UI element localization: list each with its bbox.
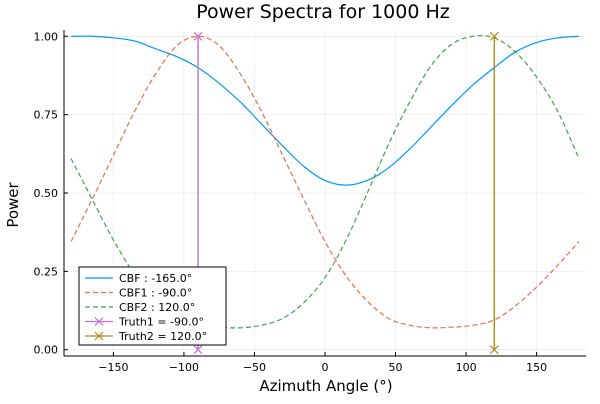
x-tick-label: 50 xyxy=(389,361,403,374)
tick-labels: −150 −100 −50 0 50 100 150 0.00 0.25 0.50 0.75 1.00 xyxy=(34,30,548,374)
truth-marker-1 xyxy=(193,345,203,355)
legend-label-3: CBF2 : 120.0° xyxy=(119,301,195,314)
legend-marker-4 xyxy=(94,317,104,326)
legend-label-1: CBF : -165.0° xyxy=(119,272,192,285)
x-tick-label: −100 xyxy=(169,361,199,374)
x-tick-label: 150 xyxy=(526,361,547,374)
y-tick-label: 0.75 xyxy=(34,109,59,122)
x-tick-label: 100 xyxy=(456,361,477,374)
y-tick-label: 1.00 xyxy=(34,30,59,43)
legend-label-2: CBF1 : -90.0° xyxy=(119,287,192,300)
legend-label-5: Truth2 = 120.0° xyxy=(118,330,207,343)
truth-marker-2 xyxy=(489,31,499,41)
y-tick-label: 0.25 xyxy=(34,265,59,278)
y-tick-label: 0.00 xyxy=(34,344,59,357)
axes xyxy=(63,30,586,357)
x-tick-label: −150 xyxy=(98,361,128,374)
legend-label-4: Truth1 = -90.0° xyxy=(118,316,204,329)
grid xyxy=(64,30,586,356)
chart-title: Power Spectra for 1000 Hz xyxy=(196,1,450,23)
truth-marker-2 xyxy=(489,345,499,355)
x-axis-title: Azimuth Angle (°) xyxy=(259,377,392,395)
legend-box xyxy=(78,266,227,346)
truth-marker-1 xyxy=(193,31,203,41)
x-tick-label: 0 xyxy=(322,361,329,374)
x-tick-label: −50 xyxy=(243,361,266,374)
y-tick-label: 0.50 xyxy=(34,187,59,200)
y-axis-title: Power xyxy=(4,181,22,227)
series-line-2 xyxy=(70,35,580,329)
legend-marker-5 xyxy=(94,331,104,341)
legend: CBF : -165.0° CBF1 : -90.0°CBF2 : 120.0° T… xyxy=(78,266,227,346)
